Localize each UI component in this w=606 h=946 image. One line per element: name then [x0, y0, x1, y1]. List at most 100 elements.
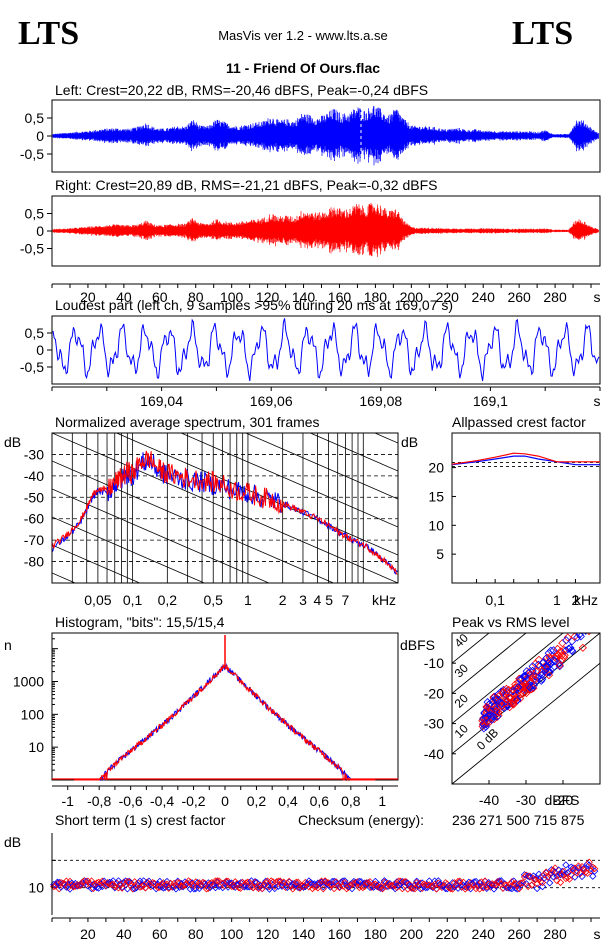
spectrum-ylabel: dB [4, 434, 21, 450]
peak-rms-ytick-label: -40 [424, 746, 444, 762]
spectrum-slope [52, 544, 141, 583]
spectrum-xtick-label: 2 [279, 592, 287, 608]
loudest-ytick-label: -0,5 [20, 359, 44, 375]
crest-series-0 [451, 455, 600, 466]
peak-rms-point [538, 670, 547, 679]
peak-rms-point [482, 702, 491, 711]
peak-rms-point [494, 708, 503, 717]
peak-rms-point [543, 662, 552, 671]
right-waveform-xtick-label: 240 [472, 289, 496, 305]
short-term-point [301, 878, 310, 887]
peak-rms-point [542, 654, 551, 663]
short-term-point [265, 885, 274, 893]
right-waveform-xtick-label: 20 [80, 289, 96, 305]
right-waveform-ytick-label: 0,5 [25, 206, 45, 222]
right-waveform-xtick-label: 280 [543, 289, 567, 305]
crest-xtick-label: 0,1 [485, 592, 505, 608]
peak-rms-point [521, 673, 530, 682]
peak-rms-diagonal [452, 633, 564, 725]
peak-rms-point [575, 633, 584, 639]
short-term-point [224, 877, 232, 885]
loudest-ytick-label: 0,5 [25, 325, 45, 341]
crest-xtick-label: 2 [572, 592, 580, 608]
short-term-xtick-label: 160 [328, 926, 352, 942]
spectrum-slope [52, 488, 270, 583]
peak-rms-point [520, 672, 529, 681]
spectrum-xtick-label: 7 [342, 592, 350, 608]
short-term-point [452, 880, 460, 889]
peak-rms-point [502, 684, 511, 693]
short-term-point [454, 884, 462, 892]
peak-rms-point [479, 719, 488, 729]
spectrum-slope [180, 433, 398, 528]
short-term-point [463, 883, 471, 892]
short-term-point [524, 882, 532, 891]
right-waveform-ytick-label: 0 [36, 223, 44, 239]
short-term-xtick-label: 20 [80, 926, 96, 942]
spectrum-xunit: kHz [372, 592, 396, 608]
right-waveform-xtick-label: 140 [292, 289, 316, 305]
crest-ylabel: dB [401, 434, 418, 450]
peak-rms-point [543, 667, 552, 676]
short-term-point [93, 883, 101, 892]
logo-right: LTS [512, 15, 573, 52]
app-title: MasVis ver 1.2 - www.lts.a.se [218, 28, 388, 43]
peak-rms-ytick-label: -10 [424, 655, 444, 671]
peak-rms-point [528, 662, 537, 671]
spectrum-xtick-label: 4 5 [314, 592, 334, 608]
right-waveform-ytick-label: -0,5 [20, 241, 44, 257]
peak-rms-ylabel: dBFS [400, 637, 435, 653]
left-waveform-signal [52, 106, 599, 166]
short-term-point [341, 878, 349, 887]
short-term-xunit: s [594, 926, 601, 942]
short-term-point [129, 885, 137, 893]
peak-rms-point [497, 699, 506, 708]
short-term-point [98, 877, 106, 885]
peak-rms-point [531, 659, 540, 668]
histogram-xtick-label: -0,4 [150, 793, 174, 809]
short-term-point [195, 884, 204, 892]
left-waveform-ytick-label: -0,5 [20, 146, 44, 162]
right-waveform-xtick-label: 220 [436, 289, 460, 305]
right-waveform-xtick-label: 160 [328, 289, 352, 305]
spectrum-ytick-label: -40 [24, 468, 44, 484]
peak-rms-diagonal [452, 633, 600, 755]
short-term-point [123, 877, 132, 886]
short-term-point [405, 880, 414, 889]
short-term-point [528, 881, 536, 889]
peak-rms-point [549, 646, 558, 655]
short-term-point [213, 877, 221, 885]
short-term-point [136, 883, 144, 891]
peak-rms-point [537, 676, 546, 685]
short-term-point [590, 864, 599, 873]
short-term-point [533, 884, 541, 893]
short-term-point [510, 880, 518, 888]
peak-rms-point [528, 666, 537, 675]
short-term-point [585, 858, 593, 866]
peak-rms-point [534, 660, 543, 669]
right-waveform-xtick-label: 40 [116, 289, 132, 305]
short-term-xtick-label: 180 [364, 926, 388, 942]
right-waveform-xtick-label: 200 [400, 289, 424, 305]
loudest-xunit: s [594, 393, 601, 409]
spectrum-ytick-label: -60 [24, 511, 44, 527]
peak-rms-point [507, 699, 516, 708]
short-term-point [222, 877, 230, 885]
short-term-point [576, 869, 584, 878]
short-term-point [517, 879, 525, 887]
short-term-xtick-label: 140 [292, 926, 316, 942]
histogram-xtick-label: 0,2 [247, 793, 267, 809]
peak-rms-point [555, 662, 564, 671]
short-term-point [105, 878, 114, 887]
crest-frame [451, 432, 601, 584]
histogram-xtick-label: 1 [378, 793, 386, 809]
crest-xunit: kHz [574, 592, 598, 608]
short-term-point [109, 880, 117, 889]
short-term-point [411, 885, 419, 893]
file-title: 11 - Friend Of Ours.flac [226, 60, 380, 76]
short-term-point [546, 879, 554, 887]
crest-xtick-label: 1 [553, 592, 561, 608]
spectrum-slope [309, 433, 398, 472]
short-term-point [538, 882, 547, 891]
short-term-point [432, 885, 441, 893]
